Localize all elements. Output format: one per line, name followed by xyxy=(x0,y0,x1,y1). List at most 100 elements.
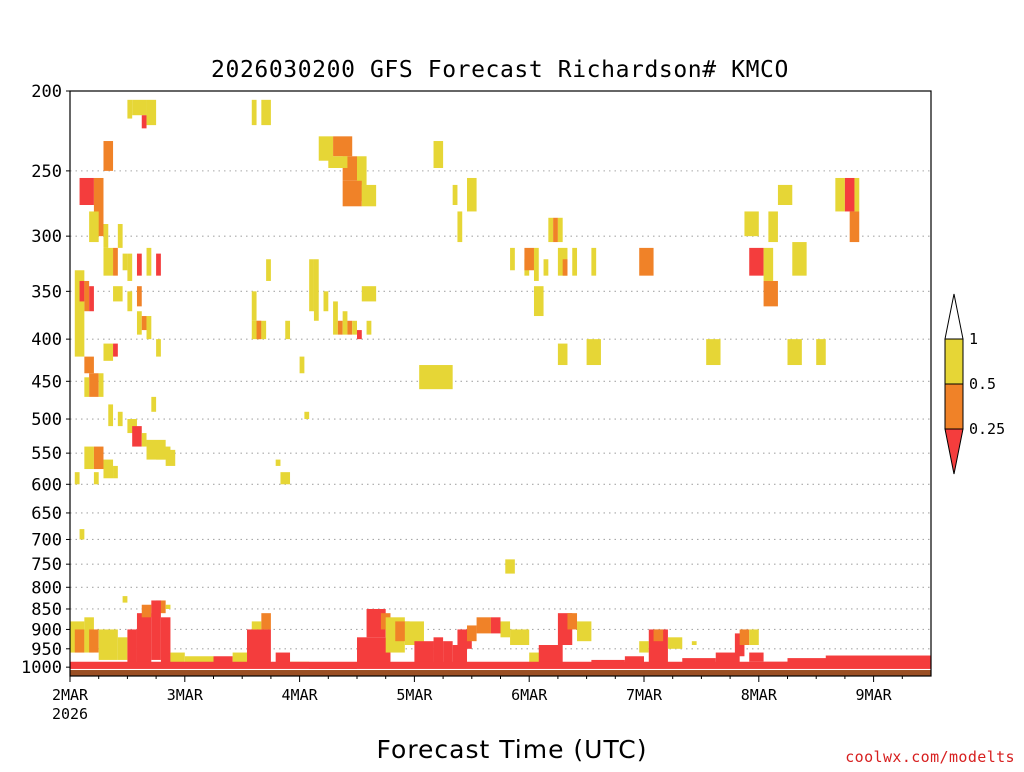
ri-cell xyxy=(132,426,142,447)
ri-cell xyxy=(117,411,123,427)
ri-cell xyxy=(89,373,99,397)
x-tick-label: 8MAR xyxy=(741,686,778,704)
legend-label: 1 xyxy=(969,330,978,348)
ri-cell xyxy=(548,217,554,243)
ri-cell xyxy=(280,472,291,485)
ri-cell xyxy=(706,339,721,366)
ri-cell xyxy=(342,311,348,335)
ri-cell xyxy=(165,449,176,466)
y-tick-label: 800 xyxy=(31,578,62,598)
x-tick-label: 2MAR xyxy=(52,686,89,704)
ri-cell xyxy=(113,247,118,276)
y-tick-label: 700 xyxy=(31,530,62,550)
ri-cell xyxy=(591,247,597,276)
ri-cell xyxy=(557,343,568,366)
ri-cell xyxy=(74,472,80,485)
ri-cell xyxy=(586,339,601,366)
ri-cell xyxy=(433,637,444,668)
legend-swatch xyxy=(944,338,964,385)
ri-cell xyxy=(261,613,271,630)
ri-cell xyxy=(146,316,152,340)
ri-cell xyxy=(333,301,338,335)
ri-cell xyxy=(79,529,85,540)
legend-swatch xyxy=(944,383,964,430)
y-tick-label: 750 xyxy=(31,555,62,575)
ri-cell xyxy=(156,253,161,276)
ri-cell xyxy=(261,320,267,340)
ri-cell xyxy=(89,211,99,243)
ri-cell xyxy=(160,617,171,664)
ri-cell xyxy=(256,320,262,340)
ri-cell xyxy=(567,613,578,630)
ri-cell xyxy=(117,637,128,660)
surface-red-band xyxy=(70,661,931,669)
ri-cell xyxy=(132,99,147,116)
y-tick-label: 950 xyxy=(31,640,62,660)
ri-cell xyxy=(366,320,372,335)
axes-layer: 2002503003504004505005506006507007508008… xyxy=(21,82,932,723)
ri-cell xyxy=(816,339,826,366)
ri-cell xyxy=(103,343,114,361)
ri-cell xyxy=(357,330,362,340)
ri-cell xyxy=(127,253,133,281)
ri-cell xyxy=(749,247,764,276)
ri-cell xyxy=(844,177,855,212)
ri-cell xyxy=(285,320,291,340)
ri-cell xyxy=(113,465,118,479)
ri-cell xyxy=(352,320,357,335)
x-axis-label: Forecast Time (UTC) xyxy=(377,735,648,764)
ri-cell xyxy=(275,459,281,466)
x-tick-label: 7MAR xyxy=(626,686,663,704)
ri-cell xyxy=(457,211,463,243)
ri-cell xyxy=(127,291,133,312)
ri-cell xyxy=(103,141,114,171)
ri-cell xyxy=(763,280,778,307)
legend-label: 0.5 xyxy=(969,375,996,393)
ri-cell xyxy=(136,253,142,276)
ri-cell xyxy=(557,217,563,243)
ri-cell xyxy=(299,356,305,374)
ri-cell xyxy=(127,419,137,434)
ri-cell xyxy=(89,629,99,653)
ri-cell xyxy=(433,141,444,169)
y-tick-label: 500 xyxy=(31,410,62,430)
ri-cell xyxy=(653,629,664,642)
ri-cell xyxy=(170,652,185,664)
y-tick-label: 600 xyxy=(31,475,62,495)
ri-cell xyxy=(639,247,654,276)
ri-cell xyxy=(79,177,94,206)
ri-cell xyxy=(103,224,109,248)
x-tick-label: 9MAR xyxy=(856,686,893,704)
ri-cell xyxy=(309,259,314,312)
ri-cell xyxy=(103,459,114,479)
y-tick-label: 400 xyxy=(31,330,62,350)
ri-cell xyxy=(156,339,161,357)
ground-strip xyxy=(70,670,931,676)
chart-title: 2026030200 GFS Forecast Richardson# KMCO xyxy=(211,57,789,83)
ri-cell xyxy=(113,343,118,357)
ri-cell xyxy=(141,604,152,618)
ri-cell xyxy=(792,242,807,276)
legend-swatch-bottom xyxy=(944,428,964,475)
credit-text: coolwx.com/modelts xyxy=(845,748,1015,766)
ri-cell xyxy=(543,259,549,276)
ri-cell xyxy=(500,621,511,638)
x-tick-label: 3MAR xyxy=(167,686,204,704)
ri-cell xyxy=(141,115,147,129)
ri-cell xyxy=(825,655,931,660)
ri-cell xyxy=(854,177,860,212)
legend-label: 0.25 xyxy=(969,420,1005,438)
ri-cell xyxy=(313,259,319,321)
ri-cell xyxy=(787,339,802,366)
ri-cell xyxy=(624,656,644,668)
y-tick-label: 300 xyxy=(31,227,62,247)
ri-cell xyxy=(357,156,367,202)
ri-cell xyxy=(84,446,94,470)
ri-cell xyxy=(89,286,94,312)
ri-cell xyxy=(347,320,353,335)
ri-cell xyxy=(74,270,85,357)
ri-cell xyxy=(232,652,247,664)
ri-cell xyxy=(113,286,123,302)
y-tick-label: 850 xyxy=(31,600,62,620)
